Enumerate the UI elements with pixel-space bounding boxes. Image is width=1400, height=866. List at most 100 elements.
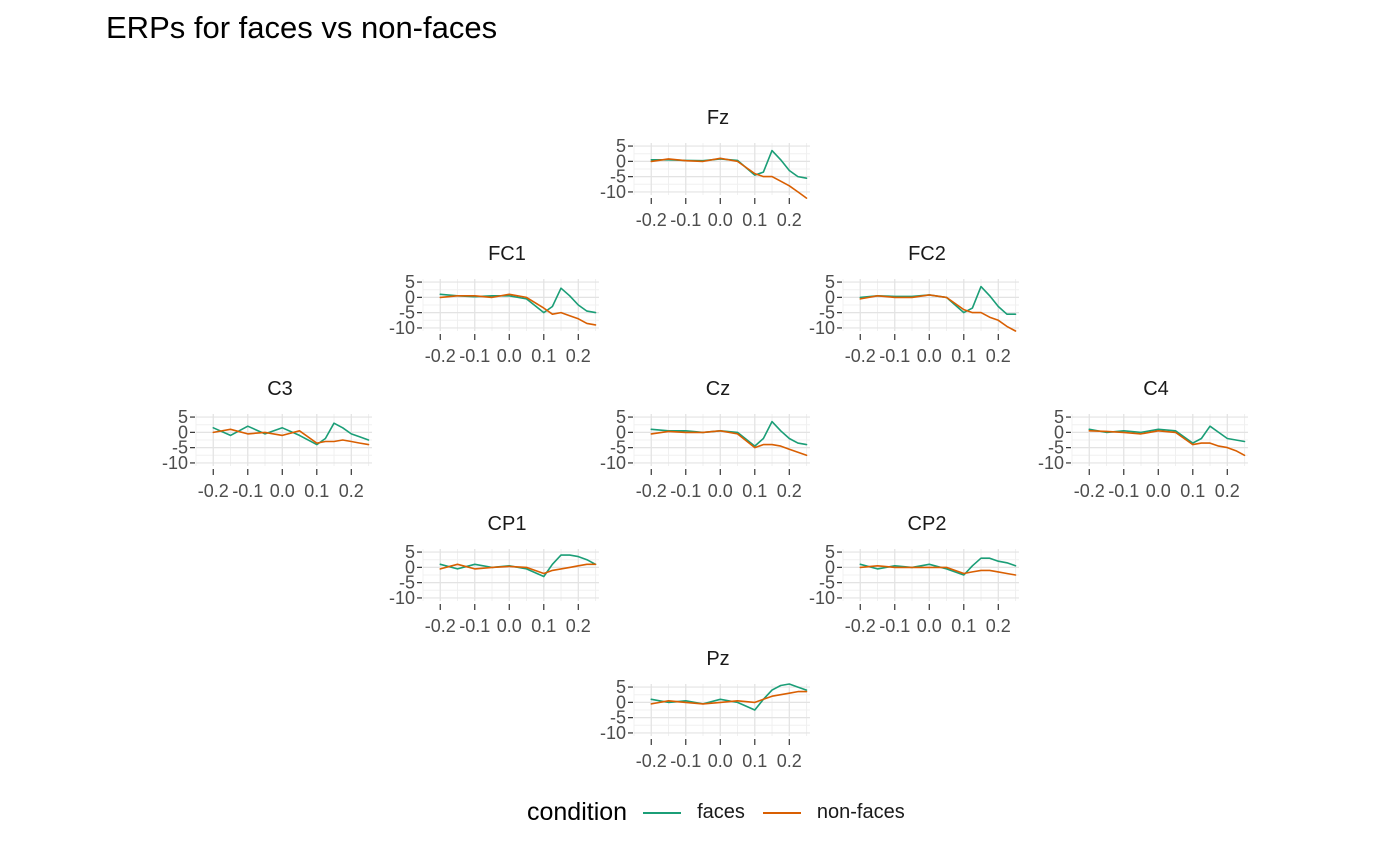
x-tick-label: 0.1 (742, 210, 767, 230)
panel-cz: Cz 50-5-10 -0.2 -0.1 0.0 0.1 0.2 (600, 378, 810, 501)
x-tick-label: 0.1 (951, 616, 976, 636)
y-tick-label: -10 (600, 723, 626, 743)
y-tick-label: 0 (616, 692, 626, 712)
panel-fc1: FC1 50-5-10 -0.2 -0.1 0.0 0.1 0.2 (389, 243, 599, 366)
panel-title: C3 (267, 378, 293, 400)
x-tick-label: 0.2 (777, 481, 802, 501)
y-tick-label: 0 (825, 287, 835, 307)
x-tick-label: 0.2 (777, 210, 802, 230)
y-tick-label: 0 (616, 422, 626, 442)
x-tick-label: 0.1 (531, 346, 556, 366)
x-tick-label: -0.1 (232, 481, 263, 501)
x-tick-label: 0.1 (531, 616, 556, 636)
series-line-non-faces (1088, 429, 1246, 457)
series-line-faces (439, 287, 597, 314)
y-tick-label: 0 (616, 151, 626, 171)
series-line-faces (212, 422, 370, 446)
y-tick-label: 5 (616, 136, 626, 156)
x-tick-label: 0.2 (986, 346, 1011, 366)
panel-title: Fz (707, 107, 729, 129)
x-tick-label: -0.2 (425, 616, 456, 636)
x-tick-label: 0.0 (708, 751, 733, 771)
series-line-non-faces (439, 293, 597, 326)
y-tick-label: -5 (610, 438, 626, 458)
y-tick-label: -5 (819, 303, 835, 323)
y-tick-label: -5 (1048, 438, 1064, 458)
x-tick-label: 0.0 (708, 210, 733, 230)
x-tick-label: 0.1 (742, 481, 767, 501)
y-tick-label: -10 (162, 453, 188, 473)
x-tick-label: 0.0 (917, 616, 942, 636)
y-tick-label: 0 (178, 422, 188, 442)
y-tick-label: 5 (405, 272, 415, 292)
x-tick-label: -0.1 (459, 616, 490, 636)
series-line-non-faces (859, 294, 1017, 332)
x-tick-label: -0.1 (1108, 481, 1139, 501)
x-tick-label: 0.2 (1215, 481, 1240, 501)
x-tick-label: -0.2 (845, 346, 876, 366)
y-tick-label: -5 (172, 438, 188, 458)
x-tick-label: 0.1 (951, 346, 976, 366)
x-tick-label: 0.2 (566, 346, 591, 366)
panel-title: CP1 (488, 513, 527, 535)
series-line-non-faces (650, 429, 808, 457)
x-tick-label: 0.2 (986, 616, 1011, 636)
panel-fc2: FC2 50-5-10 -0.2 -0.1 0.0 0.1 0.2 (809, 243, 1019, 366)
y-tick-label: 0 (825, 557, 835, 577)
y-tick-label: 0 (405, 287, 415, 307)
x-tick-label: 0.0 (708, 481, 733, 501)
panel-c3: C3 50-5-10 -0.2 -0.1 0.0 0.1 0.2 (162, 378, 372, 501)
x-tick-label: -0.2 (636, 210, 667, 230)
x-tick-label: -0.1 (879, 616, 910, 636)
panel-title: C4 (1143, 378, 1169, 400)
panel-title: FC2 (908, 243, 946, 265)
series-line-faces (859, 285, 1017, 316)
x-tick-label: 0.1 (742, 751, 767, 771)
y-tick-label: -10 (600, 453, 626, 473)
x-tick-label: -0.1 (670, 751, 701, 771)
y-tick-label: 0 (405, 557, 415, 577)
x-tick-label: 0.0 (497, 616, 522, 636)
panel-pz: Pz 50-5-10 -0.2 -0.1 0.0 0.1 0.2 (600, 648, 810, 771)
series-line-non-faces (859, 564, 1017, 576)
x-tick-label: 0.1 (1180, 481, 1205, 501)
y-tick-label: -10 (1038, 453, 1064, 473)
series-line-faces (650, 420, 808, 447)
y-tick-label: -5 (610, 708, 626, 728)
x-tick-label: -0.1 (670, 481, 701, 501)
panel-fz: Fz 50-5-10 -0.2 -0.1 0.0 0.1 0.2 (600, 107, 810, 230)
series-line-faces (650, 149, 808, 179)
chart-title: ERPs for faces vs non-faces (106, 10, 498, 45)
y-tick-label: 5 (825, 272, 835, 292)
panel-title: Cz (706, 378, 730, 400)
y-tick-label: -5 (399, 573, 415, 593)
panel-cp1: CP1 50-5-10 -0.2 -0.1 0.0 0.1 0.2 (389, 513, 599, 636)
legend-item-non-faces: non-faces (762, 801, 905, 824)
y-tick-label: -5 (610, 167, 626, 187)
legend-key-non-faces (762, 811, 801, 814)
series-line-faces (1088, 425, 1246, 444)
x-tick-label: 0.0 (497, 346, 522, 366)
y-tick-label: 5 (178, 407, 188, 427)
panel-c4: C4 50-5-10 -0.2 -0.1 0.0 0.1 0.2 (1038, 378, 1248, 501)
x-tick-label: 0.0 (917, 346, 942, 366)
panel-title: FC1 (488, 243, 526, 265)
y-tick-label: -10 (809, 588, 835, 608)
legend-title: condition (527, 798, 628, 826)
legend-key-faces (643, 811, 682, 814)
x-tick-label: 0.2 (566, 616, 591, 636)
y-tick-label: -10 (809, 318, 835, 338)
y-tick-label: 5 (616, 407, 626, 427)
y-tick-label: 0 (1054, 422, 1064, 442)
legend-label-non-faces: non-faces (816, 801, 905, 823)
y-tick-label: -10 (389, 588, 415, 608)
series-line-non-faces (439, 563, 597, 575)
y-tick-label: 5 (405, 542, 415, 562)
x-tick-label: 0.2 (777, 751, 802, 771)
series-line-non-faces (650, 157, 808, 199)
x-tick-label: 0.0 (270, 481, 295, 501)
x-tick-label: 0.2 (339, 481, 364, 501)
y-tick-label: 5 (1054, 407, 1064, 427)
legend-label-faces: faces (697, 801, 745, 823)
